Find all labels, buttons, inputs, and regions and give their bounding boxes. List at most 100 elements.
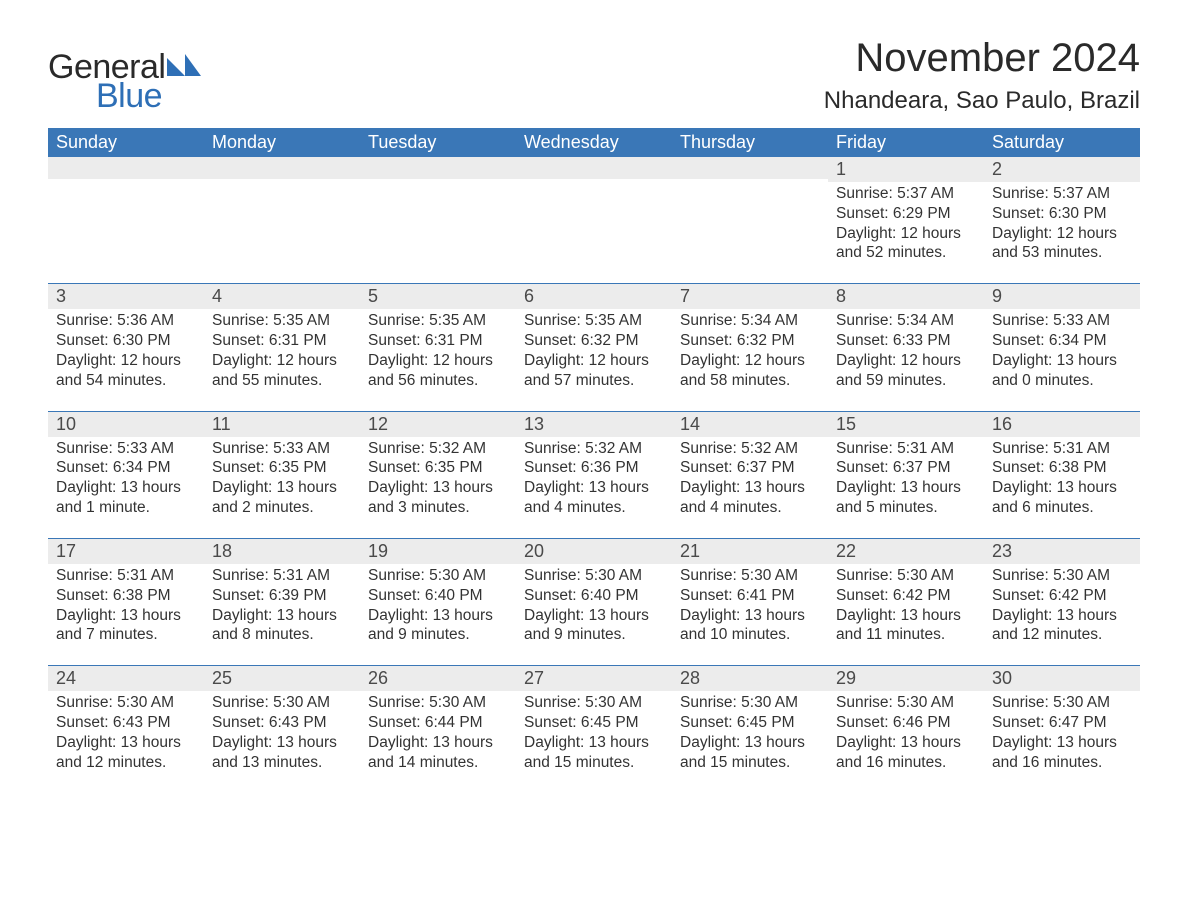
- calendar-cell: 1Sunrise: 5:37 AMSunset: 6:29 PMDaylight…: [828, 157, 984, 284]
- calendar-cell: [516, 157, 672, 284]
- calendar-cell: 16Sunrise: 5:31 AMSunset: 6:38 PMDayligh…: [984, 411, 1140, 538]
- day-info: Sunrise: 5:30 AMSunset: 6:43 PMDaylight:…: [48, 691, 204, 772]
- calendar-cell: 7Sunrise: 5:34 AMSunset: 6:32 PMDaylight…: [672, 284, 828, 411]
- day-info: Sunrise: 5:31 AMSunset: 6:37 PMDaylight:…: [828, 437, 984, 518]
- calendar-cell: 29Sunrise: 5:30 AMSunset: 6:46 PMDayligh…: [828, 666, 984, 793]
- day-info: Sunrise: 5:37 AMSunset: 6:30 PMDaylight:…: [984, 182, 1140, 263]
- calendar-cell: 22Sunrise: 5:30 AMSunset: 6:42 PMDayligh…: [828, 538, 984, 665]
- day-info: Sunrise: 5:33 AMSunset: 6:35 PMDaylight:…: [204, 437, 360, 518]
- day-number: 22: [828, 539, 984, 564]
- calendar-cell: 15Sunrise: 5:31 AMSunset: 6:37 PMDayligh…: [828, 411, 984, 538]
- day-number: 25: [204, 666, 360, 691]
- day-number: 17: [48, 539, 204, 564]
- day-number: 14: [672, 412, 828, 437]
- calendar-cell: 5Sunrise: 5:35 AMSunset: 6:31 PMDaylight…: [360, 284, 516, 411]
- day-number: 3: [48, 284, 204, 309]
- day-number: 4: [204, 284, 360, 309]
- day-number: 6: [516, 284, 672, 309]
- day-info: Sunrise: 5:30 AMSunset: 6:40 PMDaylight:…: [516, 564, 672, 645]
- calendar-cell: [360, 157, 516, 284]
- day-number: 13: [516, 412, 672, 437]
- calendar-cell: 4Sunrise: 5:35 AMSunset: 6:31 PMDaylight…: [204, 284, 360, 411]
- calendar-cell: 10Sunrise: 5:33 AMSunset: 6:34 PMDayligh…: [48, 411, 204, 538]
- calendar-cell: 28Sunrise: 5:30 AMSunset: 6:45 PMDayligh…: [672, 666, 828, 793]
- calendar-cell: 24Sunrise: 5:30 AMSunset: 6:43 PMDayligh…: [48, 666, 204, 793]
- calendar-cell: 8Sunrise: 5:34 AMSunset: 6:33 PMDaylight…: [828, 284, 984, 411]
- column-header: Sunday: [48, 128, 204, 157]
- day-number: [672, 157, 828, 179]
- calendar-cell: 18Sunrise: 5:31 AMSunset: 6:39 PMDayligh…: [204, 538, 360, 665]
- calendar-cell: 26Sunrise: 5:30 AMSunset: 6:44 PMDayligh…: [360, 666, 516, 793]
- day-number: 1: [828, 157, 984, 182]
- day-info: Sunrise: 5:31 AMSunset: 6:38 PMDaylight:…: [984, 437, 1140, 518]
- calendar-cell: 27Sunrise: 5:30 AMSunset: 6:45 PMDayligh…: [516, 666, 672, 793]
- page-header: General Blue November 2024 Nhandeara, Sa…: [48, 36, 1140, 116]
- day-number: 24: [48, 666, 204, 691]
- calendar-cell: 2Sunrise: 5:37 AMSunset: 6:30 PMDaylight…: [984, 157, 1140, 284]
- calendar-cell: [672, 157, 828, 284]
- day-number: 26: [360, 666, 516, 691]
- brand-logo: General Blue: [48, 48, 201, 116]
- calendar-cell: 21Sunrise: 5:30 AMSunset: 6:41 PMDayligh…: [672, 538, 828, 665]
- day-info: Sunrise: 5:30 AMSunset: 6:43 PMDaylight:…: [204, 691, 360, 772]
- column-header: Wednesday: [516, 128, 672, 157]
- calendar-cell: 30Sunrise: 5:30 AMSunset: 6:47 PMDayligh…: [984, 666, 1140, 793]
- day-info: Sunrise: 5:37 AMSunset: 6:29 PMDaylight:…: [828, 182, 984, 263]
- calendar-cell: 23Sunrise: 5:30 AMSunset: 6:42 PMDayligh…: [984, 538, 1140, 665]
- calendar-cell: 13Sunrise: 5:32 AMSunset: 6:36 PMDayligh…: [516, 411, 672, 538]
- day-number: [360, 157, 516, 179]
- day-number: [516, 157, 672, 179]
- day-info: Sunrise: 5:33 AMSunset: 6:34 PMDaylight:…: [48, 437, 204, 518]
- calendar-cell: 9Sunrise: 5:33 AMSunset: 6:34 PMDaylight…: [984, 284, 1140, 411]
- day-number: 11: [204, 412, 360, 437]
- column-header: Friday: [828, 128, 984, 157]
- day-number: 16: [984, 412, 1140, 437]
- calendar-cell: [48, 157, 204, 284]
- calendar-cell: 14Sunrise: 5:32 AMSunset: 6:37 PMDayligh…: [672, 411, 828, 538]
- day-info: Sunrise: 5:30 AMSunset: 6:45 PMDaylight:…: [672, 691, 828, 772]
- day-number: [48, 157, 204, 179]
- calendar-cell: 6Sunrise: 5:35 AMSunset: 6:32 PMDaylight…: [516, 284, 672, 411]
- day-number: 29: [828, 666, 984, 691]
- day-info: Sunrise: 5:30 AMSunset: 6:40 PMDaylight:…: [360, 564, 516, 645]
- column-header: Tuesday: [360, 128, 516, 157]
- day-number: 23: [984, 539, 1140, 564]
- day-info: Sunrise: 5:35 AMSunset: 6:32 PMDaylight:…: [516, 309, 672, 390]
- day-info: Sunrise: 5:35 AMSunset: 6:31 PMDaylight:…: [204, 309, 360, 390]
- day-number: 21: [672, 539, 828, 564]
- day-number: 27: [516, 666, 672, 691]
- calendar-cell: 20Sunrise: 5:30 AMSunset: 6:40 PMDayligh…: [516, 538, 672, 665]
- calendar-cell: [204, 157, 360, 284]
- day-info: Sunrise: 5:30 AMSunset: 6:41 PMDaylight:…: [672, 564, 828, 645]
- day-info: Sunrise: 5:34 AMSunset: 6:32 PMDaylight:…: [672, 309, 828, 390]
- day-number: 10: [48, 412, 204, 437]
- day-number: 30: [984, 666, 1140, 691]
- calendar-table: SundayMondayTuesdayWednesdayThursdayFrid…: [48, 128, 1140, 793]
- day-number: 20: [516, 539, 672, 564]
- day-info: Sunrise: 5:31 AMSunset: 6:39 PMDaylight:…: [204, 564, 360, 645]
- calendar-cell: 12Sunrise: 5:32 AMSunset: 6:35 PMDayligh…: [360, 411, 516, 538]
- day-info: Sunrise: 5:30 AMSunset: 6:42 PMDaylight:…: [828, 564, 984, 645]
- day-number: 5: [360, 284, 516, 309]
- day-info: Sunrise: 5:35 AMSunset: 6:31 PMDaylight:…: [360, 309, 516, 390]
- day-info: Sunrise: 5:34 AMSunset: 6:33 PMDaylight:…: [828, 309, 984, 390]
- day-number: 7: [672, 284, 828, 309]
- brand-word2: Blue: [96, 77, 201, 116]
- location-subtitle: Nhandeara, Sao Paulo, Brazil: [824, 87, 1140, 115]
- day-info: Sunrise: 5:32 AMSunset: 6:36 PMDaylight:…: [516, 437, 672, 518]
- column-header: Thursday: [672, 128, 828, 157]
- day-info: Sunrise: 5:30 AMSunset: 6:44 PMDaylight:…: [360, 691, 516, 772]
- day-info: Sunrise: 5:30 AMSunset: 6:42 PMDaylight:…: [984, 564, 1140, 645]
- day-info: Sunrise: 5:33 AMSunset: 6:34 PMDaylight:…: [984, 309, 1140, 390]
- day-number: 18: [204, 539, 360, 564]
- calendar-header-row: SundayMondayTuesdayWednesdayThursdayFrid…: [48, 128, 1140, 157]
- calendar-cell: 25Sunrise: 5:30 AMSunset: 6:43 PMDayligh…: [204, 666, 360, 793]
- day-info: Sunrise: 5:30 AMSunset: 6:45 PMDaylight:…: [516, 691, 672, 772]
- day-info: Sunrise: 5:30 AMSunset: 6:47 PMDaylight:…: [984, 691, 1140, 772]
- day-info: Sunrise: 5:30 AMSunset: 6:46 PMDaylight:…: [828, 691, 984, 772]
- column-header: Monday: [204, 128, 360, 157]
- calendar-cell: 19Sunrise: 5:30 AMSunset: 6:40 PMDayligh…: [360, 538, 516, 665]
- day-number: 2: [984, 157, 1140, 182]
- day-number: 9: [984, 284, 1140, 309]
- day-info: Sunrise: 5:36 AMSunset: 6:30 PMDaylight:…: [48, 309, 204, 390]
